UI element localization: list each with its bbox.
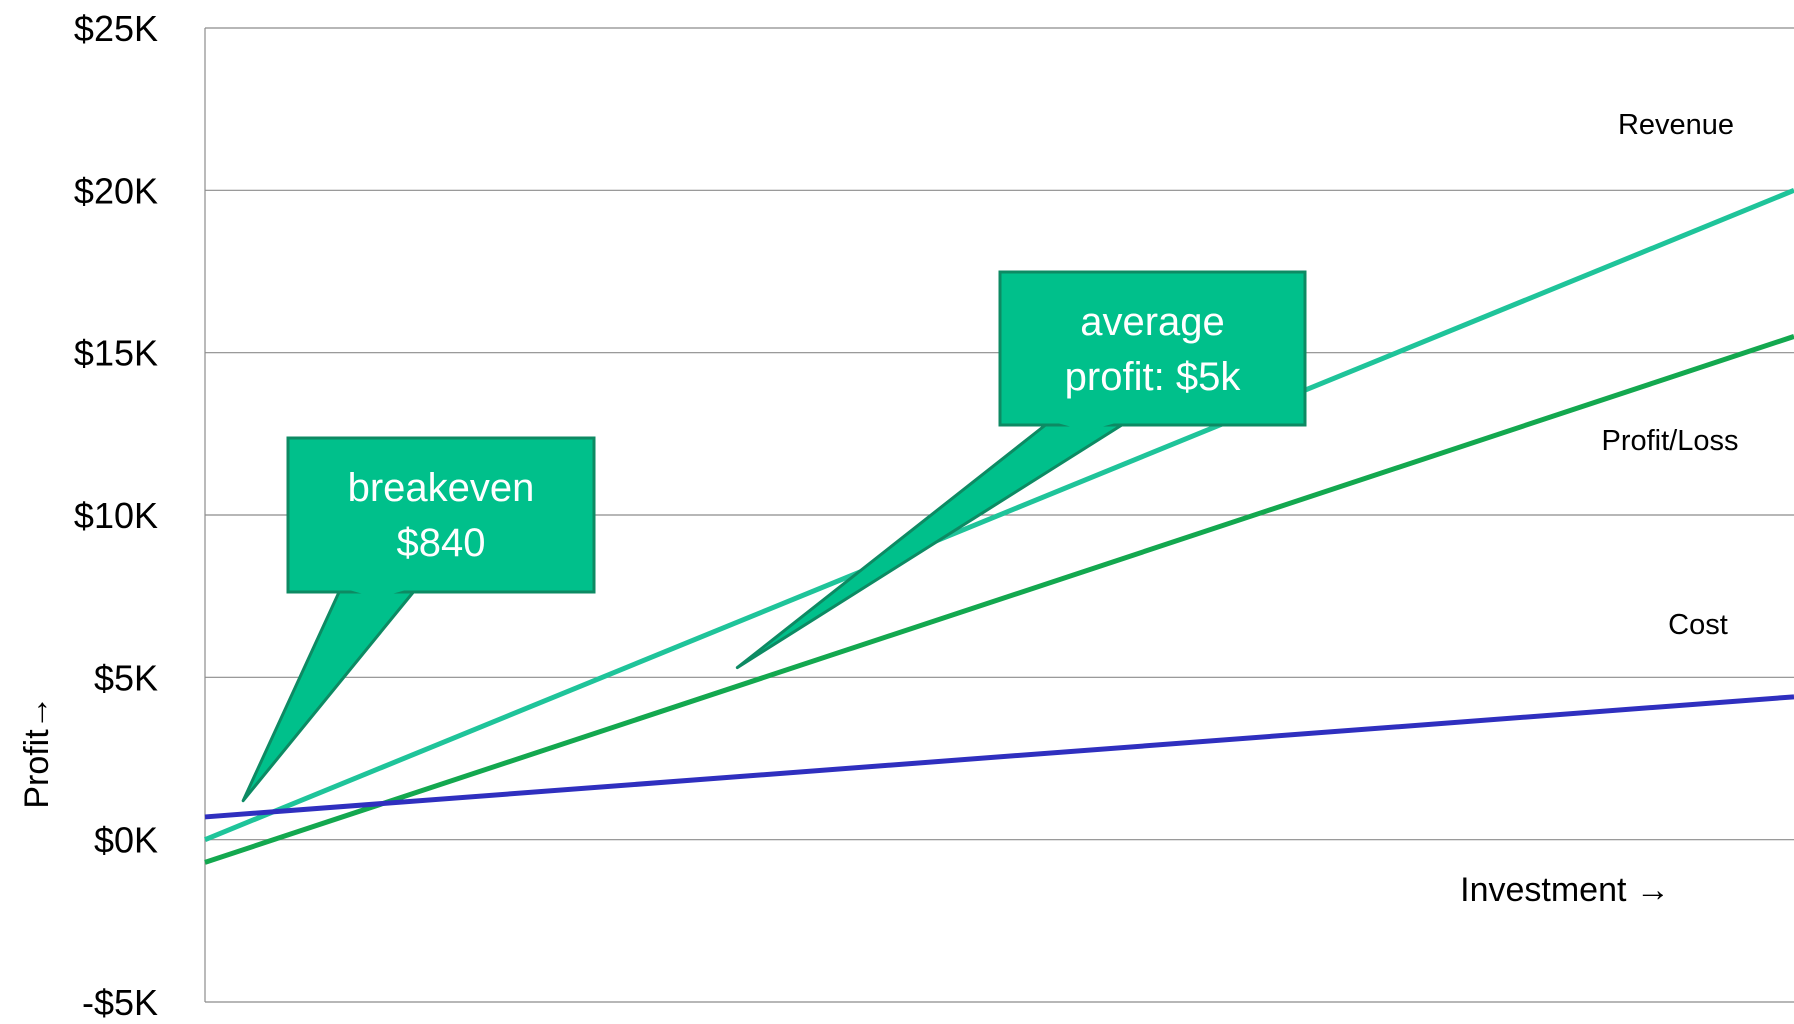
callout-pointer xyxy=(735,421,1127,670)
callout-line1: breakeven xyxy=(348,466,535,510)
callout-pointer xyxy=(241,588,417,803)
callout-box xyxy=(998,270,1307,427)
series-label: Cost xyxy=(1668,609,1728,641)
series-lines xyxy=(204,188,1794,865)
callouts: breakeven $840 average profit: $5k xyxy=(241,270,1307,803)
series-line-revenue xyxy=(204,188,1794,842)
callout-seam xyxy=(1050,421,1123,431)
y-tick-label: $15K xyxy=(74,333,158,374)
series-line-cost xyxy=(204,694,1794,820)
callout: average profit: $5k xyxy=(735,270,1307,670)
callout-line2: profit: $5k xyxy=(1065,355,1242,399)
callout-line1: average xyxy=(1080,300,1225,344)
series-line-profit-loss xyxy=(204,334,1794,865)
x-axis-label: Investment → xyxy=(1460,871,1670,909)
y-tick-label: -$5K xyxy=(82,982,158,1023)
series-label: Profit/Loss xyxy=(1602,425,1739,457)
y-tick-label: $25K xyxy=(74,8,158,49)
y-tick-label: $10K xyxy=(74,495,158,536)
callout-seam xyxy=(342,588,413,598)
callout: breakeven $840 xyxy=(241,436,596,803)
y-tick-labels: $25K $20K $15K $10K $5K $0K -$5K xyxy=(74,8,158,1023)
series-labels: Revenue Profit/Loss Cost xyxy=(1602,109,1739,641)
y-tick-label: $5K xyxy=(94,657,158,698)
y-tick-label: $0K xyxy=(94,820,158,861)
y-axis-label: Profit→ xyxy=(18,695,56,808)
callout-box xyxy=(286,436,596,594)
series-label: Revenue xyxy=(1618,109,1734,141)
y-tick-label: $20K xyxy=(74,170,158,211)
callout-line2: $840 xyxy=(397,521,486,565)
